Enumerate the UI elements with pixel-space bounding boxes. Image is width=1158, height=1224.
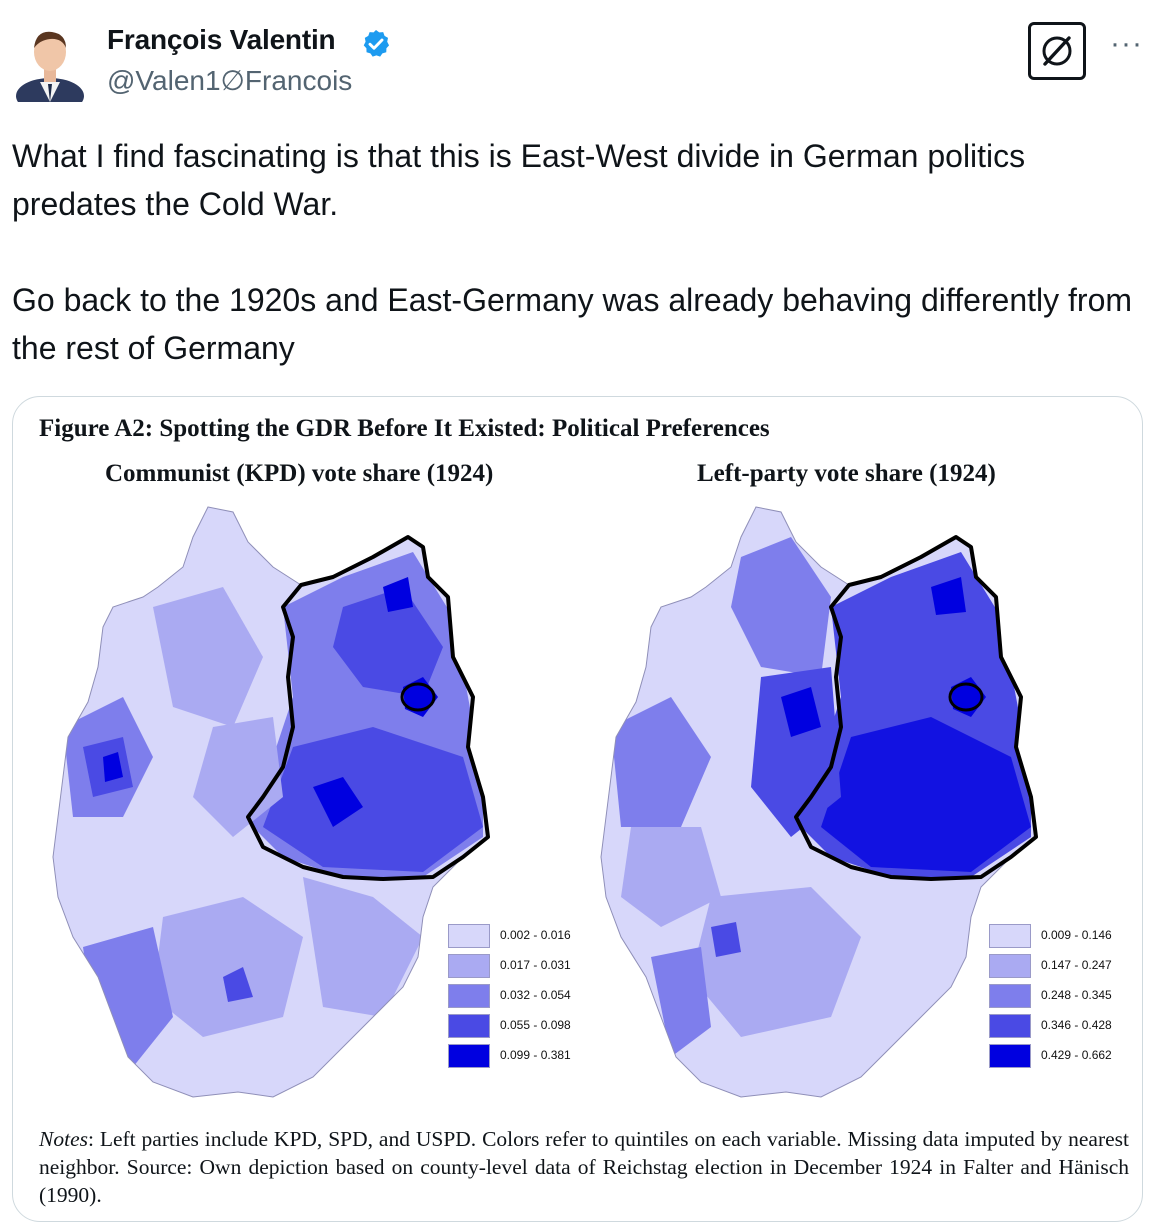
legend-swatch [989, 984, 1031, 1008]
legend-swatch [989, 924, 1031, 948]
verified-badge-icon [360, 28, 392, 60]
right-choropleth-map [591, 497, 1041, 1107]
legend-swatch [448, 984, 490, 1008]
more-options-icon[interactable]: ··· [1110, 27, 1143, 60]
legend-swatch [989, 954, 1031, 978]
legend-swatch [448, 1044, 490, 1068]
legend-swatch [448, 924, 490, 948]
legend-label: 0.055 - 0.098 [500, 1018, 571, 1032]
tweet-header: François Valentin @Valen1∅Francois ··· [0, 0, 1158, 114]
right-map-title: Left-party vote share (1924) [697, 460, 996, 487]
left-choropleth-map [43, 497, 493, 1107]
legend-label: 0.147 - 0.247 [1041, 958, 1112, 972]
tweet-image[interactable]: Figure A2: Spotting the GDR Before It Ex… [12, 396, 1143, 1222]
notes-text: : Left parties include KPD, SPD, and USP… [39, 1127, 1129, 1207]
notes-label: Notes [39, 1127, 88, 1151]
tweet-paragraph-1: What I find fascinating is that this is … [12, 138, 1026, 222]
author-handle[interactable]: @Valen1∅Francois [107, 65, 353, 96]
figure-title: Figure A2: Spotting the GDR Before It Ex… [39, 415, 770, 442]
tweet-paragraph-2: Go back to the 1920s and East-Germany wa… [12, 282, 1133, 366]
legend-swatch [989, 1014, 1031, 1038]
legend-label: 0.017 - 0.031 [500, 958, 571, 972]
grok-icon[interactable] [1028, 22, 1086, 80]
legend-label: 0.002 - 0.016 [500, 928, 571, 942]
legend-label: 0.346 - 0.428 [1041, 1018, 1112, 1032]
legend-label: 0.248 - 0.345 [1041, 988, 1112, 1002]
legend-swatch [448, 954, 490, 978]
legend-swatch [989, 1044, 1031, 1068]
legend-label: 0.099 - 0.381 [500, 1048, 571, 1062]
figure-notes: Notes: Left parties include KPD, SPD, an… [39, 1125, 1129, 1209]
left-map-title: Communist (KPD) vote share (1924) [105, 460, 494, 487]
legend-swatch [448, 1014, 490, 1038]
tweet-text: What I find fascinating is that this is … [12, 132, 1142, 372]
legend-label: 0.009 - 0.146 [1041, 928, 1112, 942]
author-name[interactable]: François Valentin [107, 24, 336, 55]
legend-label: 0.429 - 0.662 [1041, 1048, 1112, 1062]
avatar[interactable] [12, 22, 88, 114]
legend-label: 0.032 - 0.054 [500, 988, 571, 1002]
